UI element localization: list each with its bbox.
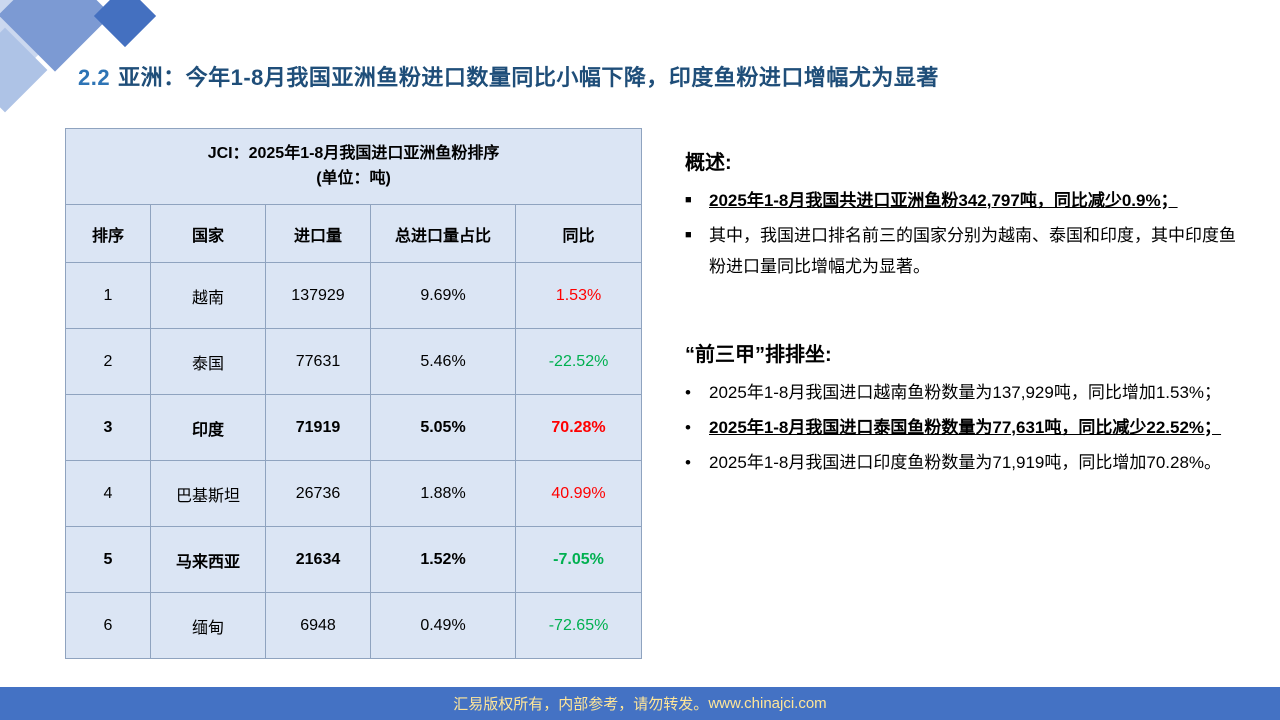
cell-country: 印度 — [150, 394, 266, 461]
cell-share: 1.52% — [370, 526, 516, 593]
top3-bullet: • 2025年1-8月我国进口越南鱼粉数量为137,929吨，同比增加1.53%… — [685, 377, 1237, 408]
overview-bullet-text: 其中，我国进口排名前三的国家分别为越南、泰国和印度，其中印度鱼粉进口量同比增幅尤… — [709, 226, 1236, 276]
col-header-volume: 进口量 — [265, 204, 371, 263]
cell-volume: 6948 — [265, 592, 371, 659]
table-title-line2: (单位：吨) — [316, 169, 391, 187]
slide-title-number: 2.2 — [78, 65, 111, 90]
summary-panel: 概述: ■ 2025年1-8月我国共进口亚洲鱼粉342,797吨，同比减少0.9… — [685, 146, 1237, 482]
slide-title-text: 亚洲：今年1-8月我国亚洲鱼粉进口数量同比小幅下降，印度鱼粉进口增幅尤为显著 — [118, 65, 939, 90]
square-bullet-icon: ■ — [685, 229, 692, 241]
cell-yoy: -7.05% — [514, 526, 643, 593]
square-bullet-icon: ■ — [685, 194, 692, 206]
top3-bullet-text: 2025年1-8月我国进口印度鱼粉数量为71,919吨，同比增加70.28%。 — [709, 453, 1222, 472]
table-row: 1 越南 137929 9.69% 1.53% — [65, 262, 643, 329]
overview-bullet-text: 2025年1-8月我国共进口亚洲鱼粉342,797吨，同比减少0.9%； — [709, 191, 1178, 210]
table-title-line1: JCI：2025年1-8月我国进口亚洲鱼粉排序 — [207, 144, 500, 162]
overview-heading: 概述: — [685, 152, 732, 174]
cell-yoy: 1.53% — [514, 262, 643, 329]
cell-share: 5.46% — [370, 328, 516, 395]
cell-yoy: -22.52% — [514, 328, 643, 395]
dot-bullet-icon: • — [685, 453, 691, 472]
cell-share: 0.49% — [370, 592, 516, 659]
cell-yoy: 70.28% — [514, 394, 643, 461]
table-row: 2 泰国 77631 5.46% -22.52% — [65, 328, 643, 395]
dot-bullet-icon: • — [685, 383, 691, 402]
top3-bullet-text: 2025年1-8月我国进口越南鱼粉数量为137,929吨，同比增加1.53%； — [709, 383, 1222, 402]
footer-bar: 汇易版权所有，内部参考，请勿转发。 www.chinajci.com — [0, 687, 1280, 720]
top3-heading: “前三甲”排排坐: — [685, 344, 832, 366]
table-title: JCI：2025年1-8月我国进口亚洲鱼粉排序 (单位：吨) — [64, 128, 643, 205]
cell-share: 5.05% — [370, 394, 516, 461]
col-header-country: 国家 — [150, 204, 266, 263]
table-row: 3 印度 71919 5.05% 70.28% — [65, 394, 643, 461]
col-header-share: 总进口量占比 — [370, 204, 516, 263]
footer-website-link[interactable]: www.chinajci.com — [708, 695, 827, 712]
cell-rank: 4 — [65, 460, 151, 527]
cell-volume: 77631 — [265, 328, 371, 395]
cell-rank: 3 — [65, 394, 151, 461]
overview-bullet: ■ 其中，我国进口排名前三的国家分别为越南、泰国和印度，其中印度鱼粉进口量同比增… — [685, 220, 1237, 282]
cell-country: 马来西亚 — [150, 526, 266, 593]
cell-rank: 1 — [65, 262, 151, 329]
table-row: 5 马来西亚 21634 1.52% -7.05% — [65, 526, 643, 593]
top3-bullet: • 2025年1-8月我国进口印度鱼粉数量为71,919吨，同比增加70.28%… — [685, 447, 1237, 478]
table-row: 6 缅甸 6948 0.49% -72.65% — [65, 592, 643, 659]
table-title-row: JCI：2025年1-8月我国进口亚洲鱼粉排序 (单位：吨) — [64, 128, 643, 205]
cell-rank: 6 — [65, 592, 151, 659]
cell-country: 越南 — [150, 262, 266, 329]
table-row: 4 巴基斯坦 26736 1.88% 40.99% — [65, 460, 643, 527]
cell-rank: 2 — [65, 328, 151, 395]
cell-country: 缅甸 — [150, 592, 266, 659]
top3-bullet-text: 2025年1-8月我国进口泰国鱼粉数量为77,631吨，同比减少22.52%； — [709, 418, 1222, 437]
cell-rank: 5 — [65, 526, 151, 593]
cell-volume: 26736 — [265, 460, 371, 527]
slide-title: 2.2 亚洲：今年1-8月我国亚洲鱼粉进口数量同比小幅下降，印度鱼粉进口增幅尤为显… — [78, 60, 1228, 92]
corner-diamond-dark-icon — [93, 0, 157, 48]
cell-country: 泰国 — [150, 328, 266, 395]
cell-share: 1.88% — [370, 460, 516, 527]
cell-yoy: 40.99% — [514, 460, 643, 527]
cell-volume: 21634 — [265, 526, 371, 593]
cell-volume: 71919 — [265, 394, 371, 461]
corner-diamond-light-icon — [0, 27, 48, 113]
overview-bullet: ■ 2025年1-8月我国共进口亚洲鱼粉342,797吨，同比减少0.9%； — [685, 185, 1237, 216]
cell-yoy: -72.65% — [514, 592, 643, 659]
table-header-row: 排序 国家 进口量 总进口量占比 同比 — [65, 204, 643, 263]
cell-share: 9.69% — [370, 262, 516, 329]
cell-volume: 137929 — [265, 262, 371, 329]
cell-country: 巴基斯坦 — [150, 460, 266, 527]
import-table: JCI：2025年1-8月我国进口亚洲鱼粉排序 (单位：吨) 排序 国家 进口量… — [64, 128, 643, 659]
footer-copyright-text: 汇易版权所有，内部参考，请勿转发。 — [453, 696, 709, 713]
col-header-rank: 排序 — [65, 204, 151, 263]
col-header-yoy: 同比 — [514, 204, 643, 263]
dot-bullet-icon: • — [685, 418, 691, 437]
top3-bullet: • 2025年1-8月我国进口泰国鱼粉数量为77,631吨，同比减少22.52%… — [685, 412, 1237, 443]
